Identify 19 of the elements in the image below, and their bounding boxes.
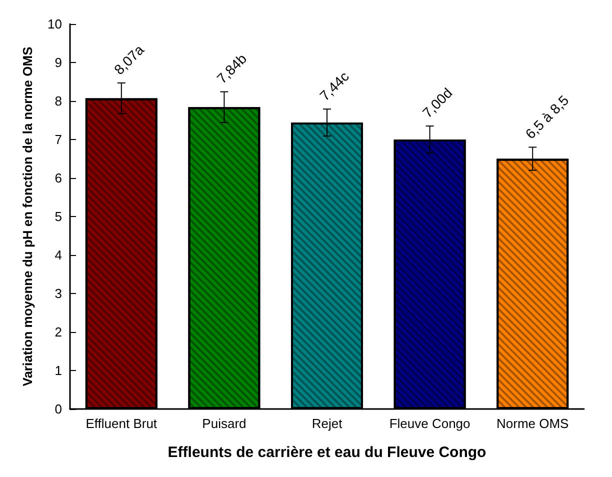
y-tick-label: 4 [54, 248, 62, 262]
x-tick-label: Rejet [312, 416, 343, 431]
y-tick-label: 3 [54, 286, 62, 301]
y-tick-label: 7 [54, 132, 62, 147]
y-tick-label: 2 [54, 324, 62, 340]
data-label: 6,5 à 8,5 [522, 92, 572, 142]
y-tick-label: 8 [54, 94, 62, 108]
x-tick-label: Puisard [202, 416, 246, 431]
x-tick-label: Norme OMS [496, 416, 570, 431]
x-tick-label: Fleuve Congo [389, 416, 470, 431]
y-axis-title: Variation moyenne du pH en fonction de la norme OMS [20, 46, 35, 386]
y-tick-label: 5 [54, 209, 62, 224]
y-tick-label: 1 [54, 363, 62, 378]
y-tick-label: 9 [54, 55, 62, 70]
x-tick-label: Effluent Brut [86, 416, 158, 431]
x-axis-title: Effleunts de carrière et eau du Fleuve Congo [168, 444, 486, 461]
y-tick-label: 10 [48, 16, 62, 32]
y-tick-label: 6 [54, 170, 62, 186]
y-tick-label: 0 [54, 402, 62, 416]
